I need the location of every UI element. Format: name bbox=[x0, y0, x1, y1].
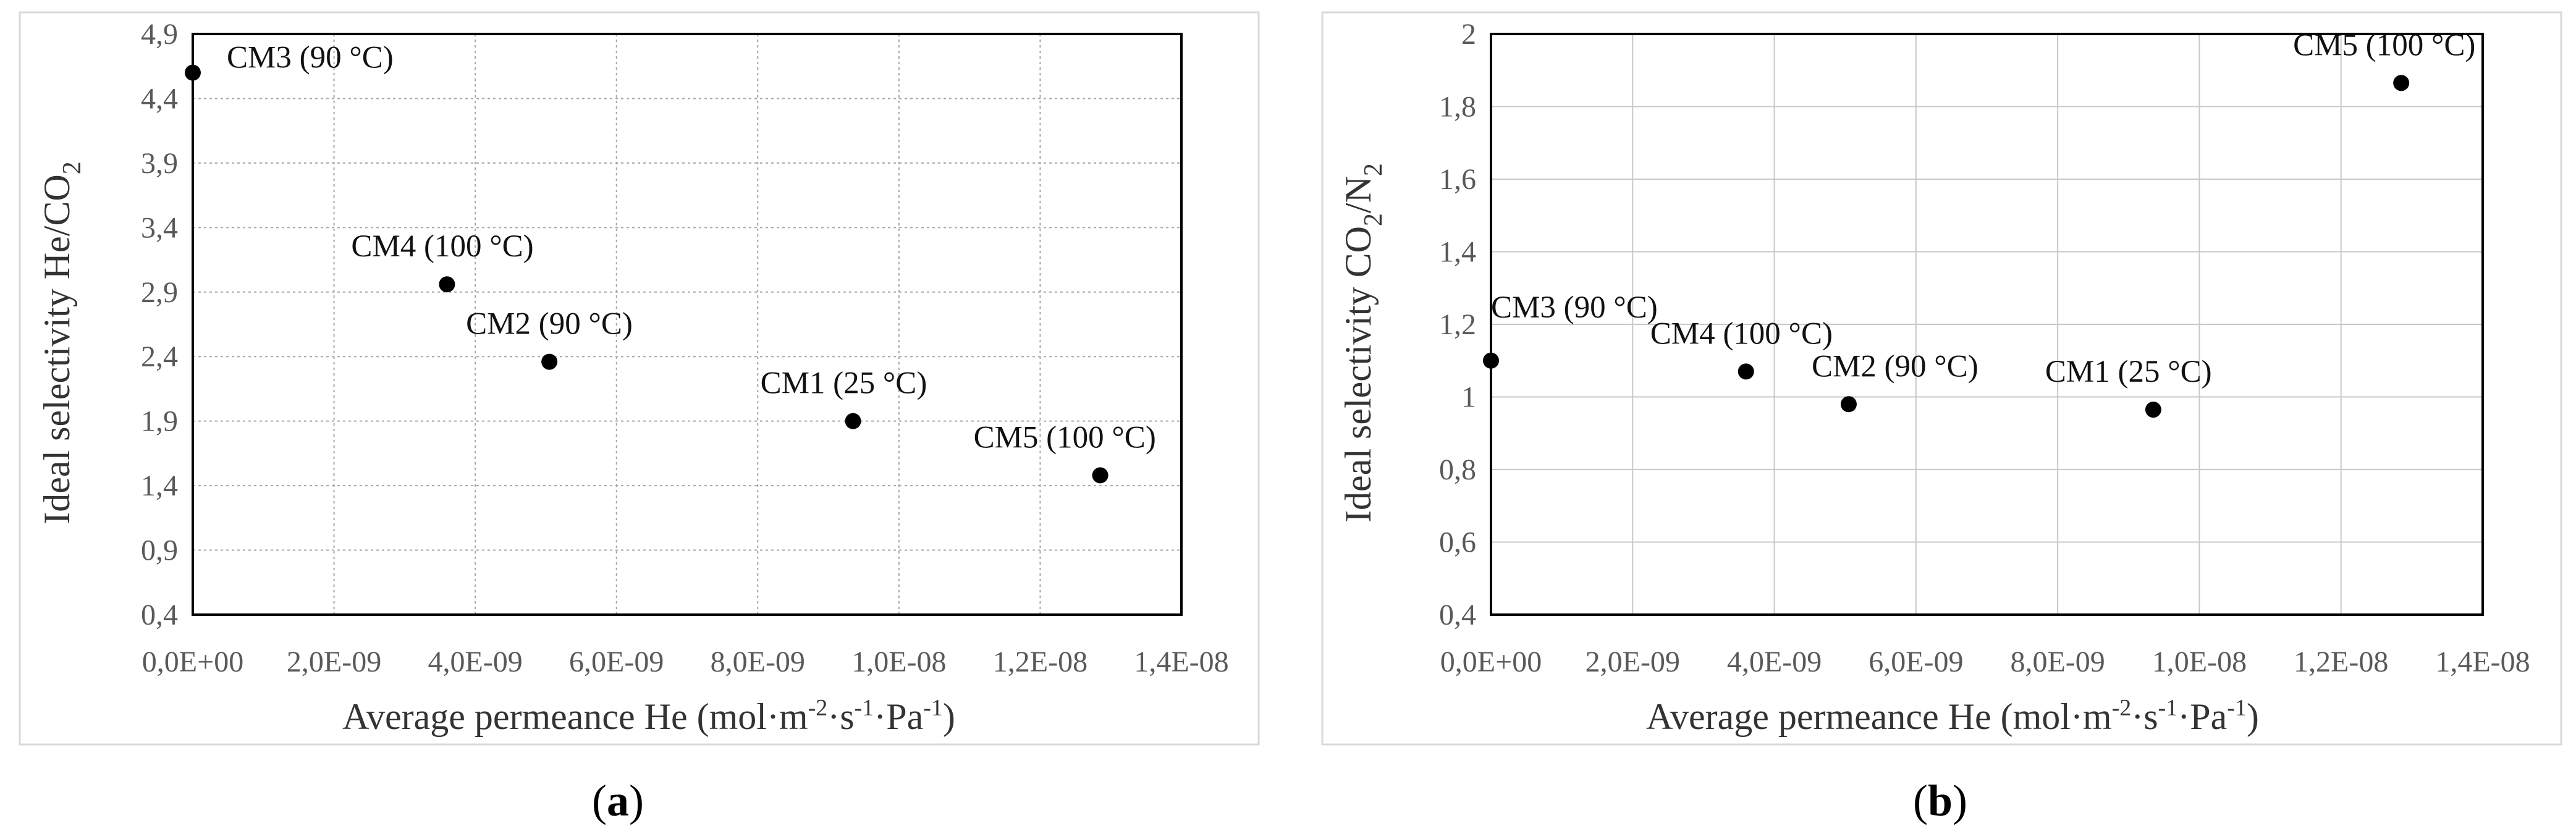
chart-b-x-tick-label: 1,4E-08 bbox=[2435, 646, 2530, 678]
chart-b-y-tick-labels: 0,4 0,6 0,8 1 1,2 1,4 1,6 1,8 2 bbox=[1439, 18, 1476, 631]
chart-a-y-tick-label: 1,4 bbox=[141, 470, 178, 502]
chart-a-y-tick-label: 2,9 bbox=[141, 276, 178, 309]
chart-a-y-tick-label: 4,4 bbox=[141, 82, 178, 115]
chart-a-y-tick-label: 1,9 bbox=[141, 405, 178, 438]
chart-a-x-tick-label: 1,0E-08 bbox=[851, 646, 946, 678]
chart-b-point-label: CM4 (100 °C) bbox=[1650, 316, 1833, 351]
chart-a-x-tick-label: 6,0E-09 bbox=[569, 646, 664, 678]
chart-a-x-tick-label: 2,0E-09 bbox=[287, 646, 381, 678]
chart-a-y-tick-label: 0,4 bbox=[141, 599, 178, 631]
chart-a-y-tick-label: 2,4 bbox=[141, 340, 178, 373]
chart-b-y-tick-label: 1,6 bbox=[1439, 163, 1476, 196]
chart-b-y-tick-label: 0,4 bbox=[1439, 599, 1476, 631]
chart-b-x-axis-title: Average permeance He (mol·m-2·s-1·Pa-1) bbox=[1646, 695, 2259, 737]
chart-b-x-tick-labels: 0,0E+00 2,0E-09 4,0E-09 6,0E-09 8,0E-09 1,0E-… bbox=[1440, 646, 2530, 678]
chart-a-x-tick-label: 1,4E-08 bbox=[1134, 646, 1228, 678]
panel-label-b: (b) bbox=[1913, 776, 1967, 825]
chart-b-data-point bbox=[1738, 363, 1754, 380]
chart-a-y-tick-label: 0,9 bbox=[141, 534, 178, 567]
chart-b-x-tick-label: 2,0E-09 bbox=[1586, 646, 1680, 678]
chart-b-data-point bbox=[1483, 352, 1499, 369]
chart-a-y-tick-labels: 0,4 0,9 1,4 1,9 2,4 2,9 3,4 3,9 4,4 4,9 bbox=[141, 18, 178, 631]
chart-a-border bbox=[19, 11, 1260, 746]
chart-a-y-tick-label: 4,9 bbox=[141, 18, 178, 51]
chart-b-y-tick-label: 1 bbox=[1461, 381, 1476, 414]
chart-a-x-tick-labels: 0,0E+00 2,0E-09 4,0E-09 6,0E-09 8,0E-09 1,0E-… bbox=[142, 646, 1229, 678]
chart-b-data-point bbox=[2393, 75, 2410, 91]
chart-a-data-point bbox=[541, 353, 558, 370]
chart-b-x-tick-label: 4,0E-09 bbox=[1727, 646, 1822, 678]
chart-a-point-label: CM4 (100 °C) bbox=[351, 229, 533, 264]
chart-panel-a: 0,0E+00 2,0E-09 4,0E-09 6,0E-09 8,0E-09 1,0E-… bbox=[19, 11, 1260, 746]
chart-b-data-point bbox=[2145, 402, 2161, 418]
chart-b-y-tick-label: 1,2 bbox=[1439, 308, 1476, 341]
chart-a-y-tick-label: 3,4 bbox=[141, 211, 178, 244]
chart-b-x-tick-label: 1,2E-08 bbox=[2294, 646, 2388, 678]
chart-a-points: CM3 (90 °C) CM4 (100 °C) CM2 (90 °C) CM1 (2… bbox=[185, 41, 1156, 484]
chart-a-x-tick-label: 1,2E-08 bbox=[993, 646, 1087, 678]
chart-b-y-tick-label: 0,8 bbox=[1439, 453, 1476, 486]
chart-panel-b: 0,0E+00 2,0E-09 4,0E-09 6,0E-09 8,0E-09 1,0E-… bbox=[1321, 11, 2562, 746]
chart-b-x-tick-label: 6,0E-09 bbox=[1869, 646, 1963, 678]
chart-a-data-point bbox=[845, 413, 861, 429]
chart-a-y-tick-label: 3,9 bbox=[141, 147, 178, 180]
chart-b-x-tick-label: 8,0E-09 bbox=[2010, 646, 2105, 678]
chart-a-data-point bbox=[185, 64, 201, 81]
chart-a-x-axis-title: Average permeance He (mol·m-2·s-1·Pa-1) bbox=[342, 695, 955, 737]
chart-b-y-tick-label: 0,6 bbox=[1439, 526, 1476, 559]
chart-b-point-label: CM5 (100 °C) bbox=[2293, 28, 2475, 62]
chart-b-data-point bbox=[1840, 396, 1857, 413]
chart-a-point-label: CM2 (90 °C) bbox=[466, 307, 633, 342]
chart-b-point-label: CM3 (90 °C) bbox=[1491, 290, 1658, 325]
chart-b-x-tick-label: 0,0E+00 bbox=[1440, 646, 1542, 678]
chart-b-point-label: CM2 (90 °C) bbox=[1812, 349, 1978, 384]
chart-a-x-tick-label: 4,0E-09 bbox=[428, 646, 522, 678]
chart-b-border bbox=[1321, 11, 2562, 746]
chart-b-points: CM3 (90 °C)CM4 (100 °C)CM2 (90 °C) CM1 (2… bbox=[1483, 28, 2475, 418]
chart-a-point-label: CM1 (25 °C) bbox=[761, 366, 927, 401]
chart-b-point-label: CM1 (25 °C) bbox=[2045, 355, 2212, 389]
chart-a-data-point bbox=[439, 276, 455, 293]
chart-a-x-tick-label: 8,0E-09 bbox=[711, 646, 805, 678]
chart-b-x-tick-label: 1,0E-08 bbox=[2152, 646, 2247, 678]
panel-label-a: (a) bbox=[592, 776, 644, 825]
chart-a-plot-area bbox=[192, 33, 1183, 616]
chart-b-plot-area bbox=[1490, 33, 2484, 616]
chart-a-point-label: CM3 (90 °C) bbox=[227, 41, 394, 75]
chart-b-y-tick-label: 2 bbox=[1461, 18, 1476, 51]
chart-a-y-axis-title: Ideal selectivity He/CO2 bbox=[36, 161, 87, 524]
chart-a-data-point bbox=[1092, 467, 1109, 484]
chart-b-y-tick-label: 1,4 bbox=[1439, 236, 1476, 269]
chart-b-y-tick-label: 1,8 bbox=[1439, 91, 1476, 124]
chart-b-y-axis-title: Ideal selectivity CO2/N2 bbox=[1338, 163, 1388, 523]
chart-a-x-tick-label: 0,0E+00 bbox=[142, 646, 243, 678]
chart-a-point-label: CM5 (100 °C) bbox=[974, 420, 1156, 455]
